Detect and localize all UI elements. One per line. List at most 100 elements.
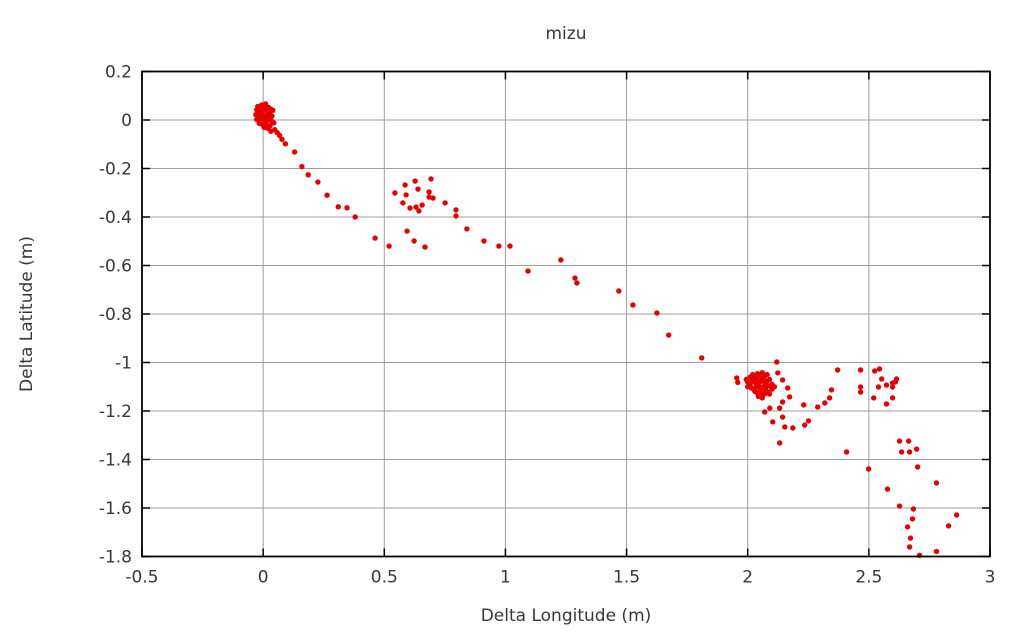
data-point: [801, 402, 807, 408]
y-tick-label: -1.2: [99, 402, 132, 422]
data-point: [282, 141, 289, 147]
data-point: [876, 366, 883, 372]
data-point: [770, 419, 776, 425]
data-point: [766, 391, 773, 397]
data-point: [428, 176, 434, 182]
data-point: [507, 243, 513, 249]
data-point: [305, 172, 311, 178]
data-point: [777, 440, 783, 446]
data-point: [422, 244, 428, 250]
data-point: [266, 115, 273, 122]
y-axis-label: Delta Latitude (m): [17, 236, 37, 392]
data-point: [386, 243, 392, 249]
data-point: [904, 524, 911, 530]
data-point: [879, 376, 885, 382]
data-point: [762, 409, 768, 415]
data-point: [411, 238, 417, 244]
data-point: [402, 182, 408, 188]
data-point: [933, 548, 940, 555]
data-point: [909, 516, 916, 522]
data-point: [906, 544, 913, 550]
data-point: [875, 384, 882, 390]
data-point: [884, 486, 891, 492]
data-point: [262, 104, 268, 111]
x-tick-label: 1.5: [613, 568, 640, 588]
data-point: [430, 195, 436, 201]
data-point: [416, 208, 422, 214]
data-point: [910, 506, 917, 512]
data-point: [871, 395, 877, 401]
data-point: [735, 379, 741, 386]
data-point: [766, 376, 773, 383]
data-point: [777, 405, 783, 411]
data-point: [372, 235, 378, 241]
data-point: [335, 204, 341, 210]
x-tick-label: 3: [985, 568, 996, 588]
data-point: [889, 395, 896, 401]
data-point: [415, 186, 421, 192]
data-point: [344, 205, 350, 211]
data-point: [734, 375, 740, 381]
data-point: [913, 446, 920, 452]
data-point: [779, 377, 786, 383]
data-point: [630, 302, 636, 308]
x-tick-label: 0.5: [371, 568, 398, 588]
data-point: [779, 399, 786, 405]
data-point: [407, 205, 413, 211]
data-point: [426, 189, 432, 195]
data-point: [276, 132, 283, 139]
x-tick-label: 2.5: [855, 568, 882, 588]
x-tick-labels: -0.5 0 0.5 1 1.5 2 2.5 3: [125, 568, 995, 588]
data-point: [400, 200, 406, 206]
data-point: [412, 178, 418, 184]
data-point: [953, 512, 960, 518]
data-point: [558, 257, 564, 263]
x-axis-label: Delta Longitude (m): [481, 606, 652, 626]
data-point: [883, 401, 890, 407]
data-point: [906, 449, 913, 455]
y-tick-label: -0.2: [99, 160, 132, 180]
data-point: [771, 384, 778, 390]
data-point: [896, 503, 903, 509]
data-point: [883, 382, 890, 388]
data-point: [914, 464, 921, 470]
data-point: [898, 449, 905, 455]
x-tick-label: 0: [258, 568, 269, 588]
x-tick-label: -0.5: [125, 568, 158, 588]
data-point: [574, 280, 580, 286]
data-point: [857, 367, 864, 373]
y-tick-label: -1.4: [99, 451, 132, 471]
data-point: [270, 107, 276, 114]
data-point: [464, 226, 470, 232]
data-point: [496, 243, 502, 249]
data-point: [572, 275, 578, 281]
data-point: [666, 332, 672, 338]
data-point: [413, 204, 419, 210]
y-tick-label: -0.8: [99, 305, 132, 325]
axis-ticks: [141, 70, 991, 558]
data-point: [271, 120, 277, 126]
data-point: [774, 359, 780, 365]
y-tick-label: -1: [115, 354, 132, 374]
chart-title: mizu: [546, 24, 587, 44]
data-point: [767, 405, 773, 411]
data-point: [907, 535, 914, 541]
data-point: [785, 385, 791, 391]
data-point: [872, 368, 878, 374]
y-tick-label: 0: [121, 111, 132, 131]
data-point: [525, 268, 531, 274]
data-point: [299, 163, 305, 170]
data-point: [764, 371, 770, 378]
data-point: [775, 370, 781, 376]
data-point: [790, 425, 796, 431]
data-point: [889, 384, 896, 390]
data-point: [857, 389, 864, 395]
y-tick-label: -1.8: [99, 548, 132, 568]
data-point: [255, 113, 261, 120]
data-point: [259, 108, 265, 115]
data-point: [822, 400, 828, 406]
data-point: [315, 179, 321, 185]
data-point: [857, 384, 864, 390]
